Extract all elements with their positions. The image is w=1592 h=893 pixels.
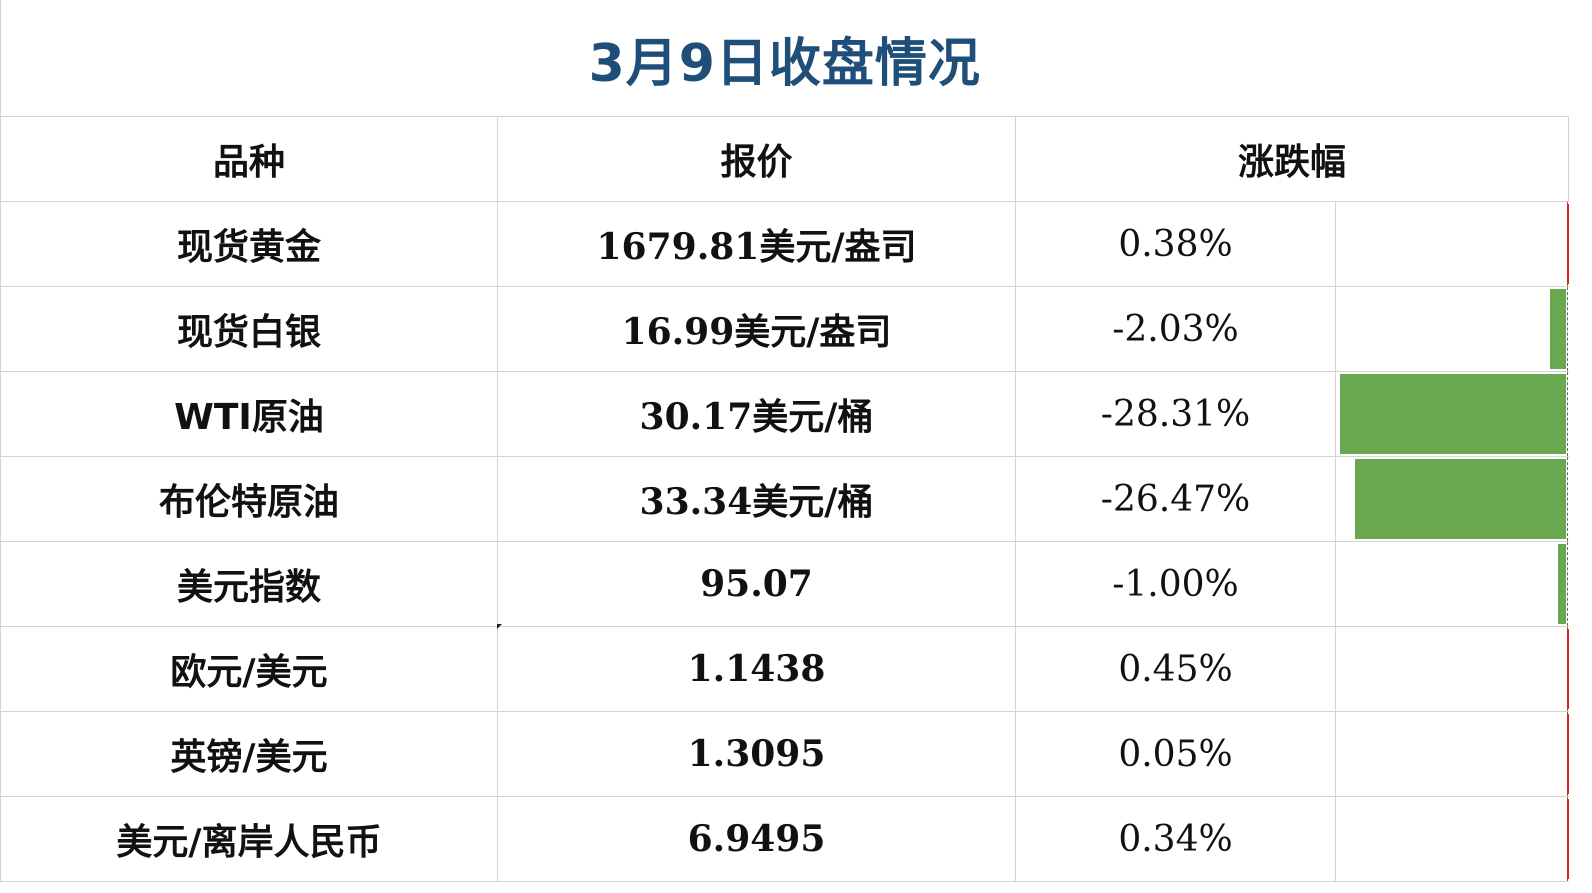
- name-cell[interactable]: 美元/离岸人民币: [0, 796, 498, 882]
- header-price-cell[interactable]: 报价: [497, 116, 1016, 202]
- databar-cell[interactable]: [1335, 796, 1569, 882]
- table-row: WTI原油 30.17美元/桶 -28.31%: [0, 371, 1569, 457]
- change-databar: [1566, 714, 1569, 794]
- change-databar: [1566, 204, 1569, 284]
- header-change-cell[interactable]: 涨跌幅: [1015, 116, 1569, 202]
- table-row: 布伦特原油 33.34美元/桶 -26.47%: [0, 456, 1569, 542]
- price-cell[interactable]: 33.34美元/桶: [497, 456, 1016, 542]
- databar-cell[interactable]: [1335, 201, 1569, 287]
- databar-axis: [1566, 287, 1568, 371]
- databar-cell[interactable]: [1335, 711, 1569, 797]
- table-row: 现货白银 16.99美元/盎司 -2.03%: [0, 286, 1569, 372]
- name-cell[interactable]: 现货黄金: [0, 201, 498, 287]
- change-databar: [1549, 289, 1566, 369]
- databar-cell[interactable]: [1335, 286, 1569, 372]
- change-cell[interactable]: -28.31%: [1015, 371, 1336, 457]
- header-change: 涨跌幅: [1237, 142, 1346, 183]
- header-price: 报价: [720, 142, 793, 183]
- title-row: 3月9日收盘情况: [0, 0, 1569, 117]
- header-row: 品种 报价 涨跌幅: [0, 116, 1569, 202]
- change-cell[interactable]: -1.00%: [1015, 541, 1336, 627]
- table-row: 欧元/美元 1.1438 0.45%: [0, 626, 1569, 712]
- change-cell[interactable]: 0.38%: [1015, 201, 1336, 287]
- change-databar: [1354, 459, 1566, 539]
- name-cell[interactable]: 英镑/美元: [0, 711, 498, 797]
- table-row: 现货黄金 1679.81美元/盎司 0.38%: [0, 201, 1569, 287]
- change-databar: [1557, 544, 1566, 624]
- name-cell[interactable]: WTI原油: [0, 371, 498, 457]
- title-cell[interactable]: 3月9日收盘情况: [0, 0, 1569, 117]
- table-row: 美元/离岸人民币 6.9495 0.34%: [0, 796, 1569, 882]
- change-cell[interactable]: 0.45%: [1015, 626, 1336, 712]
- change-databar: [1566, 629, 1569, 709]
- name-cell[interactable]: 欧元/美元: [0, 626, 498, 712]
- databar-cell[interactable]: [1335, 626, 1569, 712]
- price-cell[interactable]: 30.17美元/桶: [497, 371, 1016, 457]
- price-cell[interactable]: 1.3095: [497, 711, 1016, 797]
- change-cell[interactable]: -2.03%: [1015, 286, 1336, 372]
- price-cell[interactable]: 16.99美元/盎司: [497, 286, 1016, 372]
- change-cell[interactable]: 0.34%: [1015, 796, 1336, 882]
- page-title: 3月9日收盘情况: [588, 33, 981, 94]
- price-cell[interactable]: 1679.81美元/盎司: [497, 201, 1016, 287]
- price-cell[interactable]: 1.1438: [497, 626, 1016, 712]
- change-databar: [1339, 374, 1566, 454]
- price-cell[interactable]: 95.07: [497, 541, 1016, 627]
- spreadsheet-sheet: 3月9日收盘情况 品种 报价 涨跌幅 现货黄金 1679.81美元/盎司 0.3…: [0, 0, 1569, 882]
- databar-axis: [1566, 542, 1568, 626]
- name-cell[interactable]: 布伦特原油: [0, 456, 498, 542]
- databar-axis: [1566, 372, 1568, 456]
- table-row: 英镑/美元 1.3095 0.05%: [0, 711, 1569, 797]
- market-close-table: 3月9日收盘情况 品种 报价 涨跌幅 现货黄金 1679.81美元/盎司 0.3…: [0, 0, 1569, 882]
- change-databar: [1566, 799, 1569, 879]
- change-cell[interactable]: 0.05%: [1015, 711, 1336, 797]
- databar-cell[interactable]: [1335, 541, 1569, 627]
- name-cell[interactable]: 现货白银: [0, 286, 498, 372]
- change-cell[interactable]: -26.47%: [1015, 456, 1336, 542]
- price-cell[interactable]: 6.9495: [497, 796, 1016, 882]
- databar-cell[interactable]: [1335, 371, 1569, 457]
- cell-note-indicator: [497, 624, 502, 629]
- table-row: 美元指数 95.07 -1.00%: [0, 541, 1569, 627]
- header-name-cell[interactable]: 品种: [0, 116, 498, 202]
- databar-cell[interactable]: [1335, 456, 1569, 542]
- header-name: 品种: [212, 142, 285, 183]
- databar-axis: [1566, 457, 1568, 541]
- name-cell[interactable]: 美元指数: [0, 541, 498, 627]
